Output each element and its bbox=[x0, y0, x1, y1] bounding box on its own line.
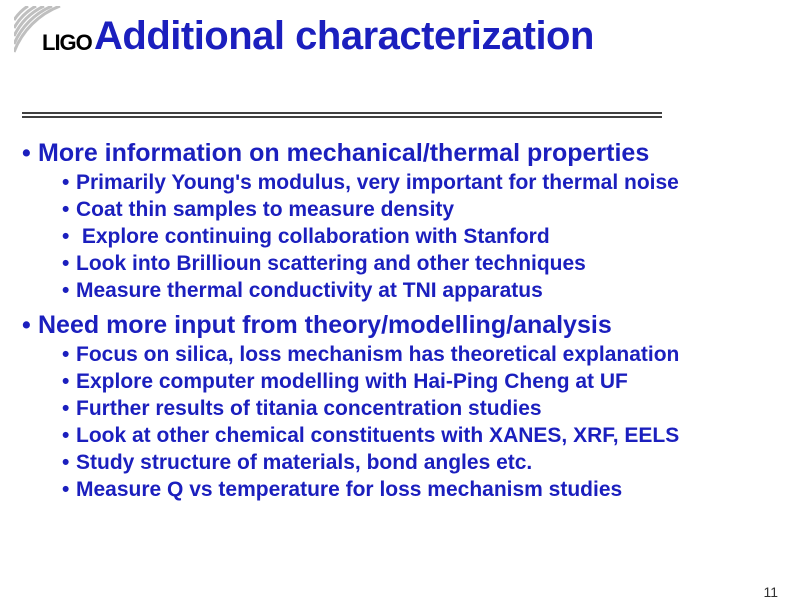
page-number: 11 bbox=[763, 584, 778, 600]
bullet-lvl1: •More information on mechanical/thermal … bbox=[22, 138, 768, 168]
slide: LIGO Additional characterization •More i… bbox=[0, 0, 792, 612]
bullet-lvl2: •Focus on silica, loss mechanism has the… bbox=[62, 342, 768, 369]
bullet-lvl2: •Primarily Young's modulus, very importa… bbox=[62, 170, 768, 197]
bullet-lvl2-text: Measure Q vs temperature for loss mechan… bbox=[76, 478, 622, 501]
bullet-lvl2: •Measure thermal conductivity at TNI app… bbox=[62, 278, 768, 305]
bullet-lvl2-text: Focus on silica, loss mechanism has theo… bbox=[76, 343, 679, 366]
bullet-dot-icon: • bbox=[62, 170, 76, 197]
bullet-lvl2-text: Explore continuing collaboration with St… bbox=[76, 225, 550, 248]
bullet-dot-icon: • bbox=[62, 251, 76, 278]
bullet-dot-icon: • bbox=[62, 423, 76, 450]
bullet-lvl2-text: Primarily Young's modulus, very importan… bbox=[76, 171, 679, 194]
bullet-dot-icon: • bbox=[62, 396, 76, 423]
bullet-lvl2-text: Explore computer modelling with Hai-Ping… bbox=[76, 370, 628, 393]
bullet-lvl2: •Study structure of materials, bond angl… bbox=[62, 450, 768, 477]
bullet-lvl2: •Further results of titania concentratio… bbox=[62, 396, 768, 423]
bullet-lvl1-text: Need more input from theory/modelling/an… bbox=[38, 311, 612, 339]
bullet-dot-icon: • bbox=[22, 138, 38, 168]
bullet-lvl2-text: Measure thermal conductivity at TNI appa… bbox=[76, 279, 543, 302]
bullet-lvl1-text: More information on mechanical/thermal p… bbox=[38, 139, 649, 167]
bullet-lvl2-text: Coat thin samples to measure density bbox=[76, 198, 454, 221]
page-title: Additional characterization bbox=[94, 14, 594, 59]
bullet-lvl2: •Look into Brillioun scattering and othe… bbox=[62, 251, 768, 278]
bullet-lvl2-text: Look into Brillioun scattering and other… bbox=[76, 252, 586, 275]
bullet-lvl2-text: Further results of titania concentration… bbox=[76, 397, 542, 420]
bullet-lvl1: •Need more input from theory/modelling/a… bbox=[22, 310, 768, 340]
bullet-lvl2-block: •Primarily Young's modulus, very importa… bbox=[62, 170, 768, 304]
bullet-dot-icon: • bbox=[62, 369, 76, 396]
bullet-lvl2-text: Look at other chemical constituents with… bbox=[76, 424, 679, 447]
bullet-lvl2-block: •Focus on silica, loss mechanism has the… bbox=[62, 342, 768, 503]
bullet-lvl2: •Look at other chemical constituents wit… bbox=[62, 423, 768, 450]
bullet-lvl2: • Explore continuing collaboration with … bbox=[62, 224, 768, 251]
ligo-logo-text: LIGO bbox=[42, 30, 92, 56]
bullet-dot-icon: • bbox=[62, 197, 76, 224]
bullet-dot-icon: • bbox=[62, 342, 76, 369]
bullet-dot-icon: • bbox=[62, 450, 76, 477]
bullet-lvl2: •Coat thin samples to measure density bbox=[62, 197, 768, 224]
bullet-dot-icon: • bbox=[62, 278, 76, 305]
bullet-lvl2: •Measure Q vs temperature for loss mecha… bbox=[62, 477, 768, 504]
bullet-lvl2: •Explore computer modelling with Hai-Pin… bbox=[62, 369, 768, 396]
bullet-dot-icon: • bbox=[22, 310, 38, 340]
bullet-dot-icon: • bbox=[62, 477, 76, 504]
bullet-lvl2-text: Study structure of materials, bond angle… bbox=[76, 451, 532, 474]
ligo-logo: LIGO bbox=[14, 6, 84, 58]
bullet-dot-icon: • bbox=[62, 224, 76, 251]
content-body: •More information on mechanical/thermal … bbox=[22, 136, 768, 510]
divider bbox=[22, 112, 662, 118]
